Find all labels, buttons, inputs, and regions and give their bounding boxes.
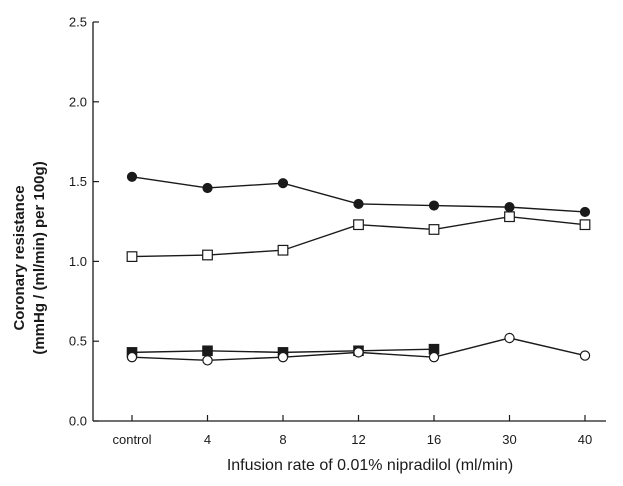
data-point (202, 249, 213, 261)
x-tick-label: 40 (578, 432, 592, 447)
y-axis-title-line2: (mmHg / (ml/min) per 100g) (31, 161, 48, 354)
axes: 0.0 0.5 1.0 1.5 2.0 2.5 control 4 8 12 16 30 40 (69, 15, 606, 447)
x-tick-label: control (112, 432, 151, 447)
x-axis-title: Infusion rate of 0.01% nipradilol (ml/mi… (227, 457, 513, 474)
x-tick-label: 30 (502, 432, 516, 447)
series-4 (126, 332, 591, 366)
data-point (202, 345, 213, 357)
y-tick-label: 1.5 (69, 174, 87, 189)
y-axis-title: Coronary resistance (mmHg / (ml/min) per… (11, 161, 48, 354)
data-point (428, 200, 440, 211)
data-point (428, 351, 440, 363)
y-tick-label: 1.0 (69, 254, 87, 269)
data-point (126, 171, 138, 182)
data-point (353, 219, 364, 231)
x-tick-label: 12 (351, 432, 365, 447)
data-point (504, 332, 515, 344)
series-1 (126, 171, 591, 218)
y-axis-title-line1: Coronary resistance (11, 185, 28, 330)
data-point (579, 350, 591, 361)
data-point (579, 206, 591, 218)
y-tick-label: 0.5 (69, 334, 87, 349)
series-2 (126, 211, 591, 263)
y-tick-label: 2.5 (69, 15, 87, 30)
data-point (353, 198, 364, 210)
data-point (428, 224, 440, 235)
data-point (277, 351, 289, 363)
x-tick-label: 16 (427, 432, 441, 447)
data-point (277, 178, 289, 189)
data-point (353, 347, 364, 358)
data-point (202, 355, 213, 366)
data-point (579, 219, 591, 231)
data-point (504, 211, 515, 223)
data-point (202, 182, 213, 194)
x-tick-label: 4 (204, 432, 211, 447)
data-point (126, 251, 138, 263)
series-layer (126, 171, 591, 366)
data-point (504, 202, 515, 213)
x-tick-label: 8 (279, 432, 286, 447)
data-point (126, 351, 138, 363)
y-tick-label: 0.0 (69, 414, 87, 429)
data-point (277, 244, 289, 256)
y-tick-label: 2.0 (69, 94, 87, 109)
